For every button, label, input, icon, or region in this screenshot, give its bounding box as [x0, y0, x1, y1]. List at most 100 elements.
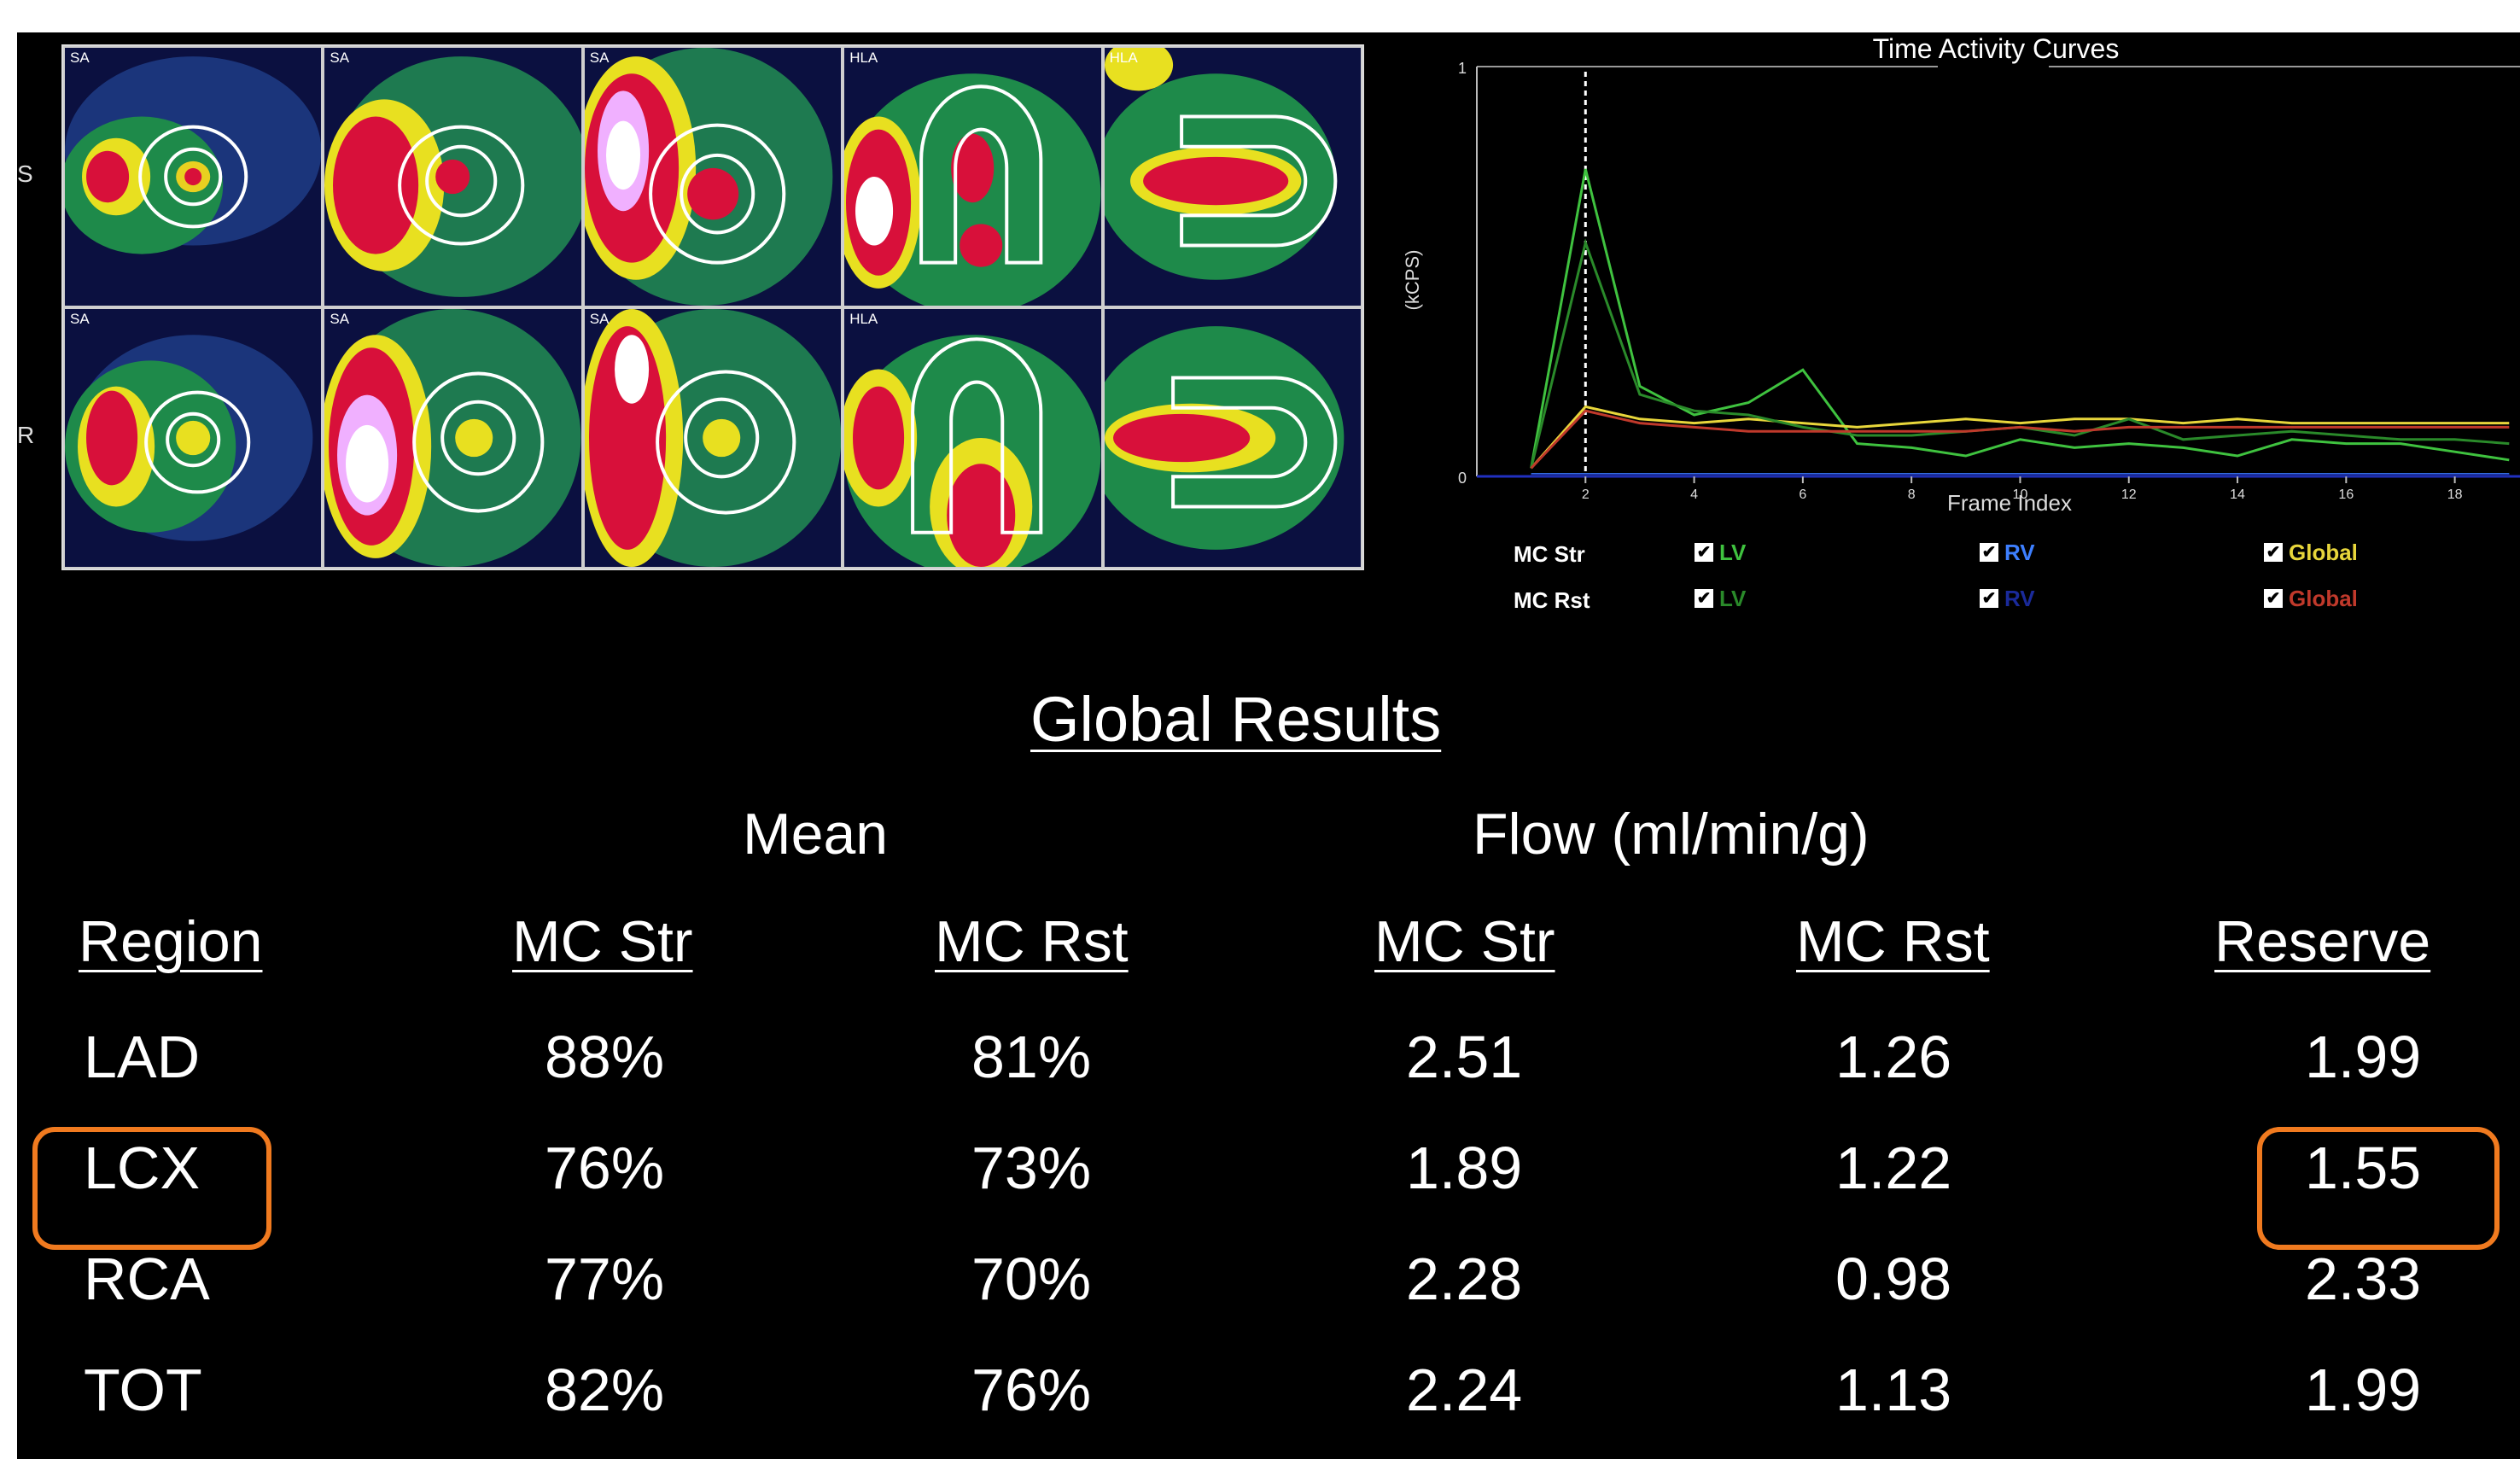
x-axis-label: Frame Index	[1947, 490, 2072, 516]
view-label: HLA	[849, 311, 878, 327]
header-mean-mc-str: MC Str	[512, 909, 693, 974]
legend-checkbox-global-rst[interactable]: ✔	[2264, 589, 2283, 608]
view-label: SA	[589, 50, 610, 66]
cell-flow-mc-str: 2.24	[1406, 1357, 1523, 1423]
hla-slice-image	[1104, 309, 1361, 567]
scan-tile[interactable]: SA	[63, 46, 324, 307]
cell-region: LAD	[84, 1024, 201, 1090]
flow-group-label: Flow (ml/min/g)	[1473, 802, 1870, 867]
header-region: Region	[79, 909, 263, 974]
app-screen: S R SA SA	[17, 32, 2520, 1459]
x-tick-label: 16	[2338, 487, 2354, 502]
perfusion-image-grid: SA SA	[61, 44, 1364, 570]
scan-tile[interactable]: SA	[582, 307, 843, 569]
legend-checkbox-lv-rst[interactable]: ✔	[1695, 589, 1713, 608]
x-tick-label: 8	[1908, 487, 1916, 502]
cell-mean-mc-str: 77%	[545, 1246, 665, 1312]
legend-label-rv-rst: RV	[2004, 586, 2035, 611]
cell-flow-mc-rst: 1.13	[1835, 1357, 1952, 1423]
cell-flow-mc-str: 1.89	[1406, 1135, 1523, 1201]
legend-row-label-str: MC Str	[1514, 541, 1585, 567]
stress-row-label: S	[17, 160, 33, 187]
legend-label-global-rst: Global	[2289, 586, 2358, 611]
legend-label-global-str: Global	[2289, 540, 2358, 565]
cell-reserve: 1.99	[2305, 1024, 2422, 1090]
scan-tile[interactable]: HLA	[1102, 46, 1362, 307]
highlight-box-lcx-reserve	[2257, 1127, 2500, 1250]
legend-checkbox-lv-str[interactable]: ✔	[1695, 543, 1713, 562]
view-label: HLA	[849, 50, 878, 66]
highlight-box-lcx	[32, 1127, 271, 1250]
x-tick-label: 6	[1799, 487, 1806, 502]
cell-flow-mc-rst: 1.26	[1835, 1024, 1952, 1090]
y-tick-label: 1	[1458, 60, 1467, 77]
cell-mean-mc-str: 82%	[545, 1357, 665, 1423]
hla-slice-image	[1104, 48, 1361, 306]
series-line-lv-mc-str	[1530, 168, 2510, 469]
x-tick-label: 14	[2230, 487, 2245, 502]
sa-slice-image	[584, 309, 842, 567]
sa-slice-image	[584, 48, 842, 306]
legend-checkbox-global-str[interactable]: ✔	[2264, 543, 2283, 562]
legend-label-lv-rst: LV	[1719, 586, 1747, 611]
cell-mean-mc-str: 88%	[545, 1024, 665, 1090]
legend-checkbox-rv-str[interactable]: ✔	[1980, 543, 1998, 562]
view-label: SA	[70, 311, 90, 327]
chart-title: Time Activity Curves	[1873, 33, 2120, 64]
hla-slice-image	[844, 309, 1101, 567]
view-label: HLA	[1109, 50, 1138, 66]
scan-tile[interactable]: SA	[323, 307, 583, 569]
cell-mean-mc-str: 76%	[545, 1135, 665, 1201]
legend-checkbox-rv-rst[interactable]: ✔	[1980, 589, 1998, 608]
sa-slice-image	[65, 48, 322, 306]
cell-region: RCA	[84, 1246, 210, 1312]
legend-row-label-rst: MC Rst	[1514, 587, 1590, 613]
series-line-lv-mc-rst	[1530, 238, 2510, 469]
time-activity-chart: Time Activity Curves 0 1 2 4 6 8 10 12 14 16 18 (k…	[1400, 32, 2520, 630]
x-tick-label: 10	[2013, 487, 2028, 502]
header-reserve: Reserve	[2214, 909, 2431, 974]
scan-tile[interactable]: SA	[323, 46, 583, 307]
cell-flow-mc-str: 2.51	[1406, 1024, 1523, 1090]
x-tick-label: 4	[1690, 487, 1698, 502]
scan-tile[interactable]: HLA	[843, 46, 1103, 307]
cell-region: TOT	[84, 1357, 202, 1423]
sa-slice-image	[324, 309, 581, 567]
cell-region: LCX	[84, 1135, 201, 1201]
y-axis-label: (kCPS)	[1402, 250, 1423, 311]
legend-label-rv-str: RV	[2004, 540, 2035, 565]
series-line-global-mc-rst	[1530, 409, 2510, 470]
cell-flow-mc-str: 2.28	[1406, 1246, 1523, 1312]
x-tick-label: 12	[2121, 487, 2137, 502]
cell-flow-mc-rst: 1.22	[1835, 1135, 1952, 1201]
cell-flow-mc-rst: 0.98	[1835, 1246, 1952, 1312]
scan-tile[interactable]: SA	[582, 46, 843, 307]
legend-label-lv-str: LV	[1719, 540, 1747, 565]
header-flow-mc-str: MC Str	[1374, 909, 1555, 974]
series-line-global-mc-str	[1530, 405, 2510, 470]
view-label: SA	[330, 311, 350, 327]
cell-mean-mc-rst: 73%	[971, 1135, 1092, 1201]
mean-group-label: Mean	[743, 802, 889, 867]
cell-mean-mc-rst: 76%	[971, 1357, 1092, 1423]
hla-slice-image	[844, 48, 1101, 306]
header-flow-mc-rst: MC Rst	[1796, 909, 1990, 974]
cell-mean-mc-rst: 81%	[971, 1024, 1092, 1090]
chart-legend: MC Str MC Rst ✔ LV ✔ RV ✔ Global ✔ LV ✔ …	[1400, 536, 2520, 630]
header-mean-mc-rst: MC Rst	[935, 909, 1129, 974]
y-tick-label: 0	[1458, 470, 1467, 487]
time-activity-svg: Time Activity Curves 012 4 6 8 10 12 14 16 18 (k…	[1402, 33, 2520, 516]
results-title: Global Results	[1030, 684, 1442, 755]
sa-slice-image	[65, 309, 322, 567]
cell-reserve: 1.55	[2305, 1135, 2422, 1201]
x-tick-label: 2	[1582, 487, 1590, 502]
x-tick-label: 18	[2447, 487, 2463, 502]
scan-tile[interactable]	[1102, 307, 1362, 569]
view-label: SA	[330, 50, 350, 66]
scan-tile[interactable]: HLA	[843, 307, 1103, 569]
view-label: SA	[70, 50, 90, 66]
rest-row-label: R	[17, 422, 35, 448]
scan-tile[interactable]: SA	[63, 307, 324, 569]
sa-slice-image	[324, 48, 581, 306]
cell-mean-mc-rst: 70%	[971, 1246, 1092, 1312]
